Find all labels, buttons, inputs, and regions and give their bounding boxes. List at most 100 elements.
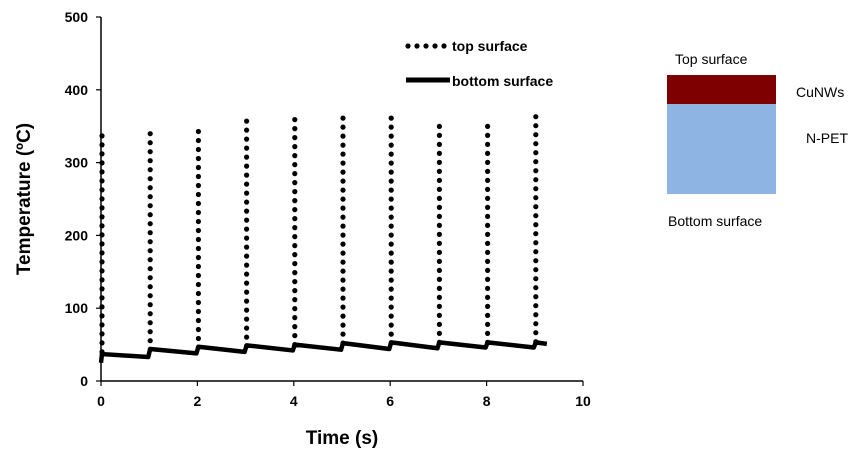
- top-surface-point: [340, 142, 346, 148]
- top-surface-point: [485, 141, 491, 147]
- top-surface-point: [147, 230, 153, 236]
- top-surface-point: [147, 284, 153, 290]
- top-surface-point: [388, 313, 394, 319]
- top-surface-point: [147, 203, 153, 209]
- top-surface-point: [485, 249, 491, 255]
- top-surface-point: [388, 340, 394, 346]
- top-surface-point: [436, 204, 442, 210]
- top-surface-point: [147, 131, 153, 137]
- top-surface-point: [292, 297, 298, 303]
- top-surface-point: [195, 128, 201, 135]
- top-surface-point: [485, 276, 491, 282]
- top-surface-point: [436, 222, 442, 228]
- legend-dots-top-surface: [405, 43, 447, 49]
- top-surface-point: [195, 317, 201, 324]
- top-surface-point: [340, 241, 346, 247]
- top-surface-point: [292, 342, 298, 348]
- top-surface-point: [195, 308, 201, 315]
- top-surface-point: [533, 150, 539, 156]
- top-surface-point: [388, 160, 394, 166]
- x-tick-label: 2: [194, 393, 202, 409]
- top-surface-point: [388, 187, 394, 193]
- top-surface-point: [244, 289, 250, 295]
- top-surface-point: [99, 304, 105, 310]
- top-surface-point: [147, 221, 153, 227]
- top-surface-point: [99, 250, 105, 256]
- top-surface-point: [436, 195, 442, 201]
- top-surface-point: [195, 245, 201, 252]
- top-surface-point: [99, 169, 105, 175]
- top-surface-point: [388, 142, 394, 148]
- top-surface-point: [147, 149, 153, 155]
- top-surface-point: [147, 248, 153, 254]
- top-surface-point: [244, 217, 250, 223]
- top-surface-point: [388, 151, 394, 157]
- top-surface-point: [292, 144, 298, 150]
- top-surface-point: [533, 330, 539, 336]
- top-surface-point: [533, 195, 539, 201]
- top-surface-point: [340, 340, 346, 346]
- top-surface-point: [244, 244, 250, 250]
- top-surface-point: [195, 299, 201, 306]
- legend-label-bottom-surface: bottom surface: [452, 73, 553, 89]
- top-surface-point: [147, 176, 153, 182]
- top-surface-point: [340, 259, 346, 265]
- top-surface-point: [292, 207, 298, 213]
- top-surface-point: [388, 178, 394, 184]
- cunws-label: CuNWs: [796, 84, 844, 100]
- top-surface-point: [147, 320, 153, 326]
- top-surface-point: [147, 302, 153, 308]
- top-surface-point: [244, 163, 250, 169]
- diagram-top-label: Top surface: [675, 51, 748, 67]
- top-surface-point: [340, 232, 346, 238]
- top-surface-point: [292, 135, 298, 141]
- top-surface-point: [244, 190, 250, 196]
- plot-area: [98, 114, 548, 364]
- top-surface-point: [533, 177, 539, 183]
- top-surface-point: [340, 250, 346, 256]
- top-surface-point: [533, 141, 539, 147]
- top-surface-point: [533, 132, 539, 138]
- top-surface-point: [292, 225, 298, 231]
- top-surface-point: [340, 115, 346, 121]
- x-tick-label: 8: [483, 393, 491, 409]
- top-surface-point: [99, 268, 105, 274]
- top-surface-point: [436, 312, 442, 318]
- y-tick-label: 300: [65, 155, 89, 171]
- top-surface-point: [99, 205, 105, 211]
- top-surface-point: [99, 178, 105, 184]
- top-surface-point: [292, 180, 298, 186]
- top-surface-point: [195, 290, 201, 297]
- top-surface-point: [436, 276, 442, 282]
- top-surface-point: [340, 187, 346, 193]
- top-surface-point: [436, 249, 442, 255]
- top-surface-point: [436, 321, 442, 327]
- top-surface-point: [195, 182, 201, 189]
- top-surface-point: [388, 223, 394, 229]
- top-surface-point: [340, 124, 346, 130]
- top-surface-point: [388, 295, 394, 301]
- top-surface-point: [195, 281, 201, 288]
- top-surface-point: [485, 204, 491, 210]
- top-surface-point: [195, 326, 201, 333]
- top-surface-point: [292, 153, 298, 159]
- top-surface-point: [99, 214, 105, 220]
- top-surface-point: [195, 218, 201, 225]
- top-surface-point: [195, 191, 201, 198]
- top-surface-point: [485, 240, 491, 246]
- y-tick-label: 0: [80, 373, 88, 389]
- top-surface-point: [147, 212, 153, 218]
- top-surface-point: [533, 258, 539, 264]
- top-surface-point: [99, 286, 105, 292]
- top-surface-point: [533, 303, 539, 309]
- top-surface-point: [485, 132, 491, 138]
- top-surface-point: [388, 304, 394, 310]
- top-surface-point: [388, 214, 394, 220]
- top-surface-point: [436, 150, 442, 156]
- top-surface-point: [99, 241, 105, 247]
- top-surface-point: [340, 268, 346, 274]
- top-surface-point: [244, 343, 250, 349]
- top-surface-point: [340, 277, 346, 283]
- top-surface-point: [436, 168, 442, 174]
